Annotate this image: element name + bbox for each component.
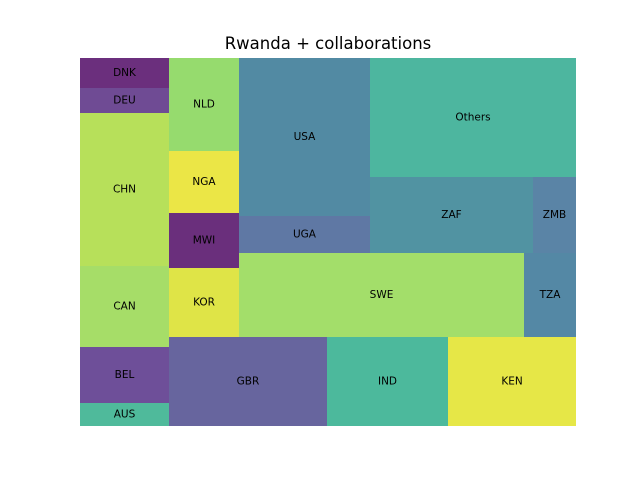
treemap-label-kor: KOR <box>193 297 215 309</box>
treemap-label-aus: AUS <box>114 409 136 421</box>
treemap-label-nga: NGA <box>192 176 216 188</box>
treemap-label-zmb: ZMB <box>543 209 566 221</box>
treemap-cell-mwi <box>169 213 239 268</box>
treemap-cell-dnk <box>80 58 169 88</box>
treemap-cell-gbr <box>169 337 327 426</box>
treemap-label-bel: BEL <box>115 369 135 381</box>
treemap-label-zaf: ZAF <box>441 209 461 221</box>
treemap-cell-ken <box>448 337 576 426</box>
treemap-cell-chn <box>80 113 169 266</box>
treemap-label-deu: DEU <box>113 95 135 107</box>
treemap-cell-uga <box>239 216 370 253</box>
treemap-cell-ind <box>327 337 448 426</box>
treemap-label-gbr: GBR <box>237 376 260 388</box>
treemap-cell-aus <box>80 403 169 426</box>
treemap-label-mwi: MWI <box>193 235 216 247</box>
treemap-label-others: Others <box>455 112 490 124</box>
treemap-label-dnk: DNK <box>113 67 137 79</box>
treemap-label-tza: TZA <box>539 289 562 301</box>
treemap-cell-swe <box>239 253 524 337</box>
treemap-cell-nga <box>169 151 239 213</box>
treemap-label-usa: USA <box>294 131 317 143</box>
treemap-cells: DNK DEU CHN CAN BEL AUS NLD NGA MWI KOR USA UGA Othe… <box>80 58 576 426</box>
treemap-cell-can <box>80 266 169 347</box>
treemap-cell-usa <box>239 58 370 216</box>
treemap-label-ken: KEN <box>501 376 522 388</box>
treemap-label-chn: CHN <box>113 184 136 196</box>
treemap-label-uga: UGA <box>293 229 317 241</box>
chart-title: Rwanda + collaborations <box>225 34 432 53</box>
treemap-cell-others <box>370 58 576 177</box>
treemap-cell-zaf <box>370 177 533 253</box>
treemap-cell-tza <box>524 253 576 337</box>
treemap-label-ind: IND <box>378 376 397 388</box>
treemap-cell-deu <box>80 88 169 113</box>
treemap-label-swe: SWE <box>370 289 394 301</box>
treemap-cell-bel <box>80 347 169 403</box>
treemap-cell-zmb <box>533 177 576 253</box>
treemap-label-can: CAN <box>113 301 135 313</box>
treemap-label-nld: NLD <box>193 99 215 111</box>
treemap-cell-nld <box>169 58 239 151</box>
treemap-cell-kor <box>169 268 239 337</box>
